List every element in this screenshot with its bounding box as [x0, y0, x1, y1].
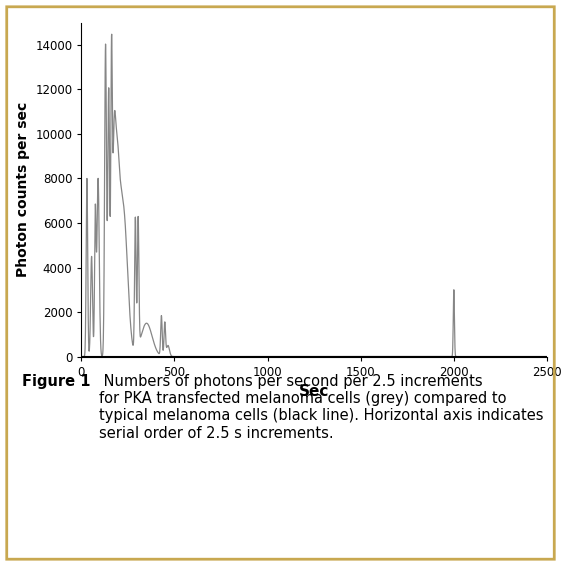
X-axis label: Sec: Sec: [299, 384, 329, 399]
Y-axis label: Photon counts per sec: Photon counts per sec: [16, 102, 30, 277]
Text: Figure 1: Figure 1: [22, 374, 91, 389]
Text: Numbers of photons per second per 2.5 increments
for PKA transfected melanoma ce: Numbers of photons per second per 2.5 in…: [99, 374, 543, 441]
